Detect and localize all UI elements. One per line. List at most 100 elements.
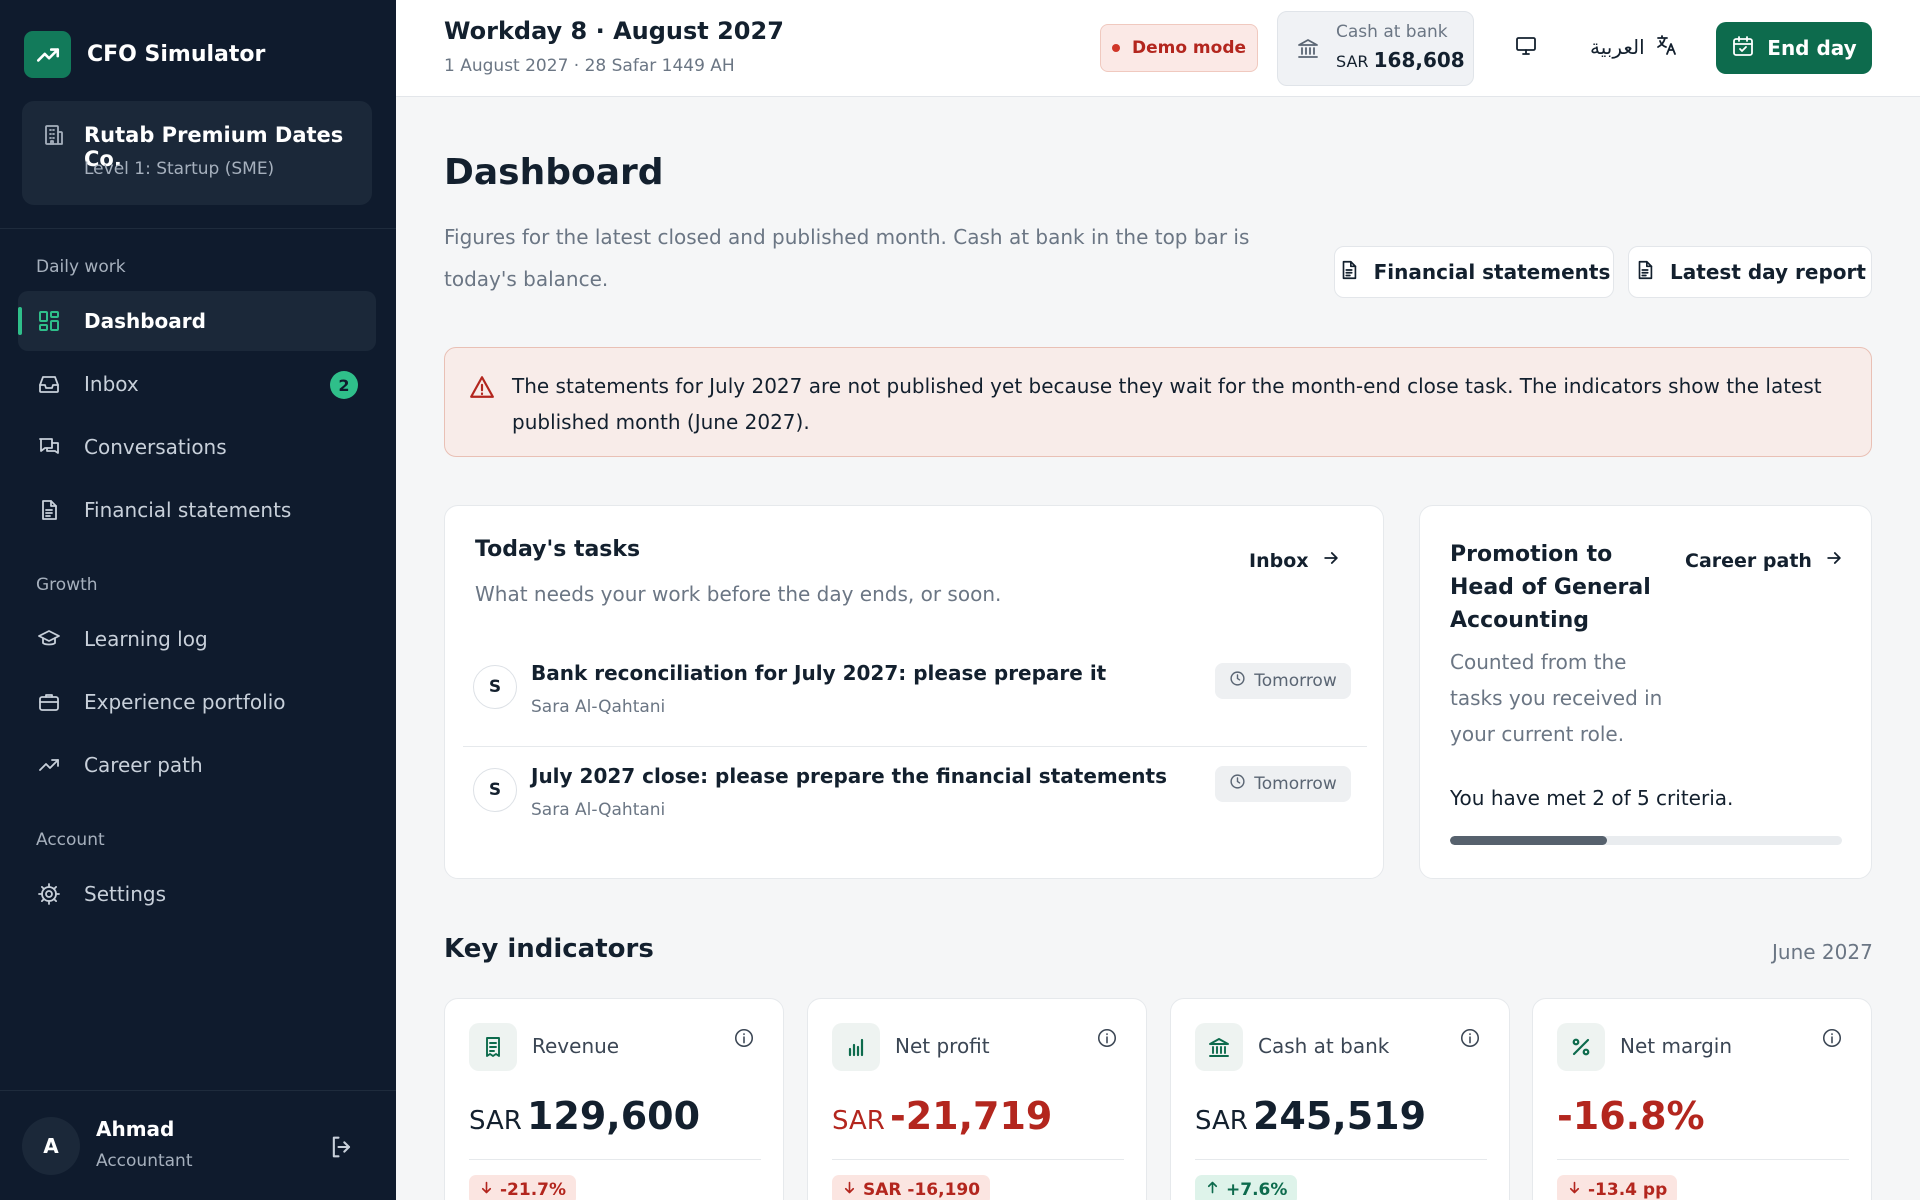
avatar[interactable]: A bbox=[22, 1117, 80, 1175]
receipt-icon bbox=[469, 1023, 517, 1071]
arrow-right-icon bbox=[1824, 548, 1844, 573]
demo-mode-badge: Demo mode bbox=[1100, 24, 1258, 72]
sidebar-item-settings[interactable]: Settings bbox=[18, 864, 376, 924]
section-label-account: Account bbox=[36, 830, 105, 850]
display-mode-button[interactable] bbox=[1510, 32, 1542, 64]
kpi-value: SAR 245,519 bbox=[1195, 1094, 1426, 1138]
task-assigner-avatar: S bbox=[473, 768, 517, 812]
kpi-divider bbox=[469, 1159, 761, 1160]
language-toggle[interactable]: العربية bbox=[1590, 29, 1679, 65]
user-name: Ahmad bbox=[96, 1117, 175, 1141]
sidebar-item-dashboard[interactable]: Dashboard bbox=[18, 291, 376, 351]
kpi-currency: SAR bbox=[1195, 1106, 1248, 1136]
kpi-change-value: SAR -16,190 bbox=[863, 1180, 981, 1200]
page-title: Dashboard bbox=[444, 152, 664, 193]
sidebar-item-label: Learning log bbox=[84, 627, 208, 651]
document-icon bbox=[1634, 259, 1656, 286]
sidebar: CFO Simulator Rutab Premium Dates Co. Le… bbox=[0, 0, 396, 1200]
clock-icon bbox=[1229, 670, 1246, 692]
key-indicators-title: Key indicators bbox=[444, 934, 654, 964]
sidebar-item-label: Career path bbox=[84, 753, 203, 777]
kpi-label: Net profit bbox=[895, 1034, 990, 1058]
trending-up-icon bbox=[36, 752, 62, 778]
monitor-icon bbox=[1514, 34, 1538, 62]
bank-icon bbox=[1296, 36, 1320, 64]
sidebar-item-experience-portfolio[interactable]: Experience portfolio bbox=[18, 672, 376, 732]
arrow-down-icon bbox=[479, 1180, 494, 1200]
kpi-amount: -21,719 bbox=[889, 1094, 1053, 1138]
sidebar-divider bbox=[0, 228, 396, 229]
current-date: 1 August 2027 · 28 Safar 1449 AH bbox=[444, 56, 735, 76]
end-day-label: End day bbox=[1767, 36, 1857, 60]
promotion-subtitle: Counted from the tasks you received in y… bbox=[1450, 650, 1663, 746]
sidebar-item-conversations[interactable]: Conversations bbox=[18, 417, 376, 477]
kpi-change-badge: +7.6% bbox=[1195, 1175, 1298, 1200]
promotion-card: Promotion to Head of General Accounting … bbox=[1419, 505, 1872, 879]
kpi-change-value: +7.6% bbox=[1226, 1180, 1288, 1200]
calendar-check-icon bbox=[1731, 34, 1755, 63]
kpi-currency: SAR bbox=[469, 1106, 522, 1136]
career-path-link-label: Career path bbox=[1685, 549, 1812, 572]
kpi-value: SAR 129,600 bbox=[469, 1094, 700, 1138]
kpi-card-revenue[interactable]: Revenue SAR 129,600 -21.7% bbox=[444, 998, 784, 1200]
dashboard-icon bbox=[36, 308, 62, 334]
kpi-value: -16.8% bbox=[1557, 1094, 1705, 1138]
sidebar-item-learning-log[interactable]: Learning log bbox=[18, 609, 376, 669]
top-bar: Workday 8 · August 2027 1 August 2027 · … bbox=[396, 0, 1920, 97]
building-icon bbox=[42, 123, 66, 151]
cash-amount: 168,608 bbox=[1373, 48, 1465, 72]
kpi-card-cash-at-bank[interactable]: Cash at bank SAR 245,519 +7.6% bbox=[1170, 998, 1510, 1200]
task-assigner-avatar: S bbox=[473, 665, 517, 709]
sidebar-item-career-path[interactable]: Career path bbox=[18, 735, 376, 795]
tasks-title: Today's tasks bbox=[475, 537, 641, 562]
financial-statements-button[interactable]: Financial statements bbox=[1334, 246, 1614, 298]
task-row[interactable]: S July 2027 close: please prepare the fi… bbox=[463, 748, 1367, 848]
section-label-growth: Growth bbox=[36, 575, 98, 595]
tasks-subtitle: What needs your work before the day ends… bbox=[475, 582, 1002, 606]
arrow-right-icon bbox=[1321, 548, 1341, 573]
company-level: Level 1: Startup (SME) bbox=[84, 159, 275, 179]
percent-icon bbox=[1557, 1023, 1605, 1071]
kpi-change-badge: SAR -16,190 bbox=[832, 1175, 991, 1200]
gear-icon bbox=[36, 881, 62, 907]
sidebar-item-label: Experience portfolio bbox=[84, 690, 286, 714]
task-row[interactable]: S Bank reconciliation for July 2027: ple… bbox=[463, 645, 1367, 745]
info-icon[interactable] bbox=[733, 1027, 755, 1053]
alert-message: The statements for July 2027 are not pub… bbox=[512, 374, 1822, 434]
brand[interactable]: CFO Simulator bbox=[24, 31, 265, 78]
company-card[interactable]: Rutab Premium Dates Co. Level 1: Startup… bbox=[22, 101, 372, 205]
criteria-progress-bar bbox=[1450, 836, 1842, 845]
promotion-title: Promotion to Head of General Accounting bbox=[1450, 542, 1651, 633]
kpi-card-net-margin[interactable]: Net margin -16.8% -13.4 pp bbox=[1532, 998, 1872, 1200]
unpublished-statements-alert: The statements for July 2027 are not pub… bbox=[444, 347, 1872, 457]
criteria-progress-fill bbox=[1450, 836, 1607, 845]
user-role: Accountant bbox=[96, 1151, 193, 1171]
status-dot-icon bbox=[1111, 44, 1120, 52]
sidebar-item-label: Conversations bbox=[84, 435, 227, 459]
kpi-amount: -16.8% bbox=[1557, 1094, 1705, 1138]
task-title: Bank reconciliation for July 2027: pleas… bbox=[531, 661, 1107, 685]
app-name: CFO Simulator bbox=[87, 42, 266, 67]
info-icon[interactable] bbox=[1459, 1027, 1481, 1053]
translate-icon bbox=[1655, 33, 1679, 62]
end-day-button[interactable]: End day bbox=[1716, 22, 1872, 74]
bar-chart-icon bbox=[832, 1023, 880, 1071]
kpi-label: Cash at bank bbox=[1258, 1034, 1390, 1058]
kpi-divider bbox=[1195, 1159, 1487, 1160]
info-icon[interactable] bbox=[1096, 1027, 1118, 1053]
briefcase-icon bbox=[36, 689, 62, 715]
kpi-change-badge: -13.4 pp bbox=[1557, 1175, 1678, 1200]
task-owner: Sara Al-Qahtani bbox=[531, 800, 666, 820]
kpi-card-net-profit[interactable]: Net profit SAR -21,719 SAR -16,190 bbox=[807, 998, 1147, 1200]
latest-day-report-button[interactable]: Latest day report bbox=[1628, 246, 1872, 298]
due-label: Tomorrow bbox=[1254, 671, 1337, 691]
inbox-link[interactable]: Inbox bbox=[1249, 548, 1341, 573]
sidebar-item-label: Financial statements bbox=[84, 498, 292, 522]
logout-icon[interactable] bbox=[328, 1133, 356, 1165]
sidebar-item-financial-statements[interactable]: Financial statements bbox=[18, 480, 376, 540]
kpi-amount: 245,519 bbox=[1252, 1094, 1427, 1138]
info-icon[interactable] bbox=[1821, 1027, 1843, 1053]
career-path-link[interactable]: Career path bbox=[1685, 548, 1844, 573]
sidebar-item-inbox[interactable]: Inbox 2 bbox=[18, 354, 376, 414]
kpi-label: Net margin bbox=[1620, 1034, 1733, 1058]
